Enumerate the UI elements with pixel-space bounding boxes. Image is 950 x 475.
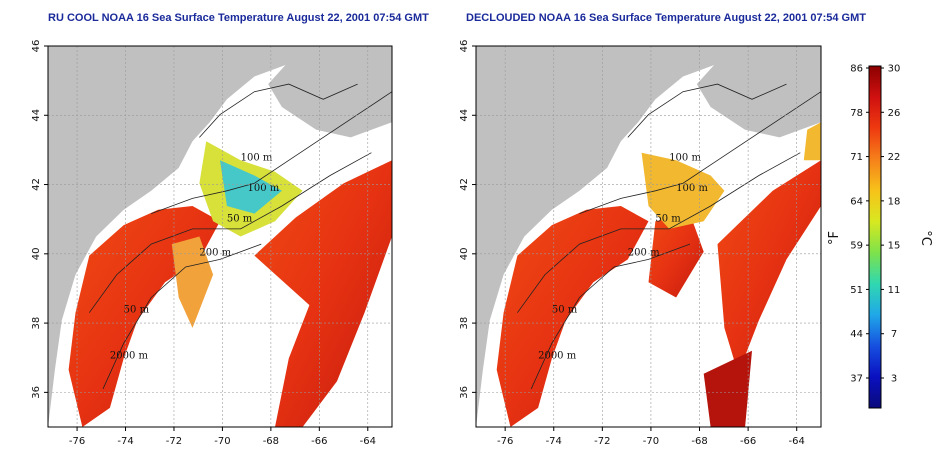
lon-tick-label: -74 (546, 436, 562, 447)
contour-label: 200 m (628, 248, 660, 259)
bathymetry-contour (88, 152, 372, 313)
colorbar-c-label: 15 (888, 241, 901, 252)
bathymetry-contour (102, 243, 262, 390)
lat-tick-label: 42 (459, 178, 470, 191)
land-nova-scotia (696, 46, 821, 138)
colorbar-f-label: 44 (850, 329, 863, 340)
lat-tick-label: 40 (31, 247, 42, 260)
lat-tick-label: 44 (31, 109, 42, 122)
warm-water-eddy (648, 213, 704, 298)
mixed-water-patch (171, 236, 214, 328)
colorbar-c-label: 30 (888, 64, 901, 75)
lon-tick-label: -68 (691, 436, 707, 447)
lat-tick-label: 46 (459, 40, 470, 53)
colorbar-c-label: 18 (888, 196, 901, 207)
colorbar-c-label: 26 (888, 108, 901, 119)
lat-tick-label: 44 (459, 109, 470, 122)
warm-water-south (703, 350, 752, 427)
panel-title-declouded: DECLOUDED NOAA 16 Sea Surface Temperatur… (466, 12, 866, 24)
lat-tick-label: 36 (459, 386, 470, 399)
bathymetry-contour (530, 243, 691, 390)
land-mainland (476, 46, 732, 427)
lon-tick-label: -70 (643, 436, 659, 447)
contour-label: 100 m (241, 152, 273, 163)
colorbar-f-label: 71 (850, 152, 863, 163)
colorbar-f-label: 37 (850, 374, 863, 385)
colorbar-c-label: 11 (888, 285, 901, 296)
bathymetry-contour (199, 83, 358, 138)
land-nova-scotia (268, 46, 392, 138)
colorbar-f-label: 86 (850, 64, 863, 75)
lon-tick-label: -74 (117, 436, 133, 447)
map-frame (47, 45, 393, 428)
land-mainland (48, 46, 303, 427)
lon-tick-label: -66 (311, 436, 327, 447)
lon-tick-label: -70 (214, 436, 230, 447)
colorbar-c-label: 3 (891, 374, 897, 385)
lat-tick-label: 36 (31, 386, 42, 399)
cold-water-patch (220, 160, 282, 214)
contour-label: 50 m (552, 305, 578, 316)
contour-label: 50 m (227, 213, 253, 224)
colorbar (868, 65, 882, 409)
colorbar-f-label: 51 (850, 285, 863, 296)
warm-water-offshore (254, 160, 392, 427)
warm-water-shelf (496, 206, 649, 427)
bathymetry-contour (151, 91, 392, 214)
lat-tick-label: 38 (31, 317, 42, 330)
contour-label: 100 m (676, 183, 708, 194)
bathymetry-contour (517, 152, 801, 313)
lon-tick-label: -66 (740, 436, 756, 447)
lon-tick-label: -68 (263, 436, 279, 447)
contour-label: 50 m (655, 213, 681, 224)
contour-label: 100 m (669, 152, 701, 163)
lon-tick-label: -76 (497, 436, 513, 447)
contour-label: 2000 m (110, 350, 149, 361)
lon-tick-label: -76 (69, 436, 85, 447)
lon-tick-label: -64 (789, 436, 805, 447)
map-frame (475, 45, 822, 428)
lon-tick-label: -72 (166, 436, 182, 447)
lon-tick-label: -64 (360, 436, 376, 447)
lat-tick-label: 42 (31, 178, 42, 191)
panel-title-ru-cool: RU COOL NOAA 16 Sea Surface Temperature … (48, 12, 429, 24)
colorbar-c-label: 7 (891, 329, 897, 340)
warm-water-offshore (717, 160, 821, 374)
lat-tick-label: 46 (31, 40, 42, 53)
lon-tick-label: -72 (594, 436, 610, 447)
colorbar-c-label: 22 (888, 152, 901, 163)
lat-tick-label: 38 (459, 317, 470, 330)
celsius-unit-label: °C (918, 230, 933, 246)
fahrenheit-unit-label: °F (827, 231, 842, 245)
colorbar-f-label: 59 (850, 241, 863, 252)
lat-tick-label: 40 (459, 247, 470, 260)
bathymetry-contour (579, 91, 821, 214)
map-panel-ru-cool: 100 m 100 m 50 m 200 m 50 m 2000 m (48, 46, 392, 427)
bathymetry-contour (627, 83, 787, 138)
colorbar-f-label: 78 (850, 108, 863, 119)
cool-water-east (803, 122, 821, 161)
contour-label: 2000 m (538, 350, 577, 361)
colorbar-f-label: 64 (850, 196, 863, 207)
contour-label: 100 m (248, 183, 280, 194)
map-panel-declouded: 100 m 100 m 50 m 200 m 50 m 2000 m (476, 46, 821, 427)
contour-label: 200 m (199, 248, 231, 259)
contour-label: 50 m (124, 305, 150, 316)
